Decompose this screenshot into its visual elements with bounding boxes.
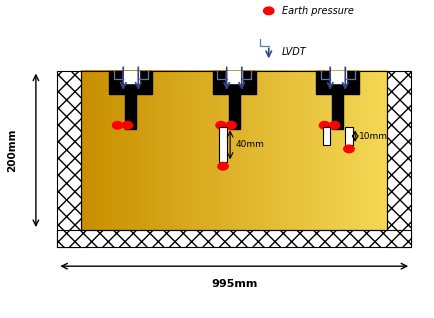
- Text: 40mm: 40mm: [235, 140, 264, 149]
- Text: 10mm: 10mm: [358, 132, 388, 141]
- Circle shape: [218, 162, 228, 170]
- Circle shape: [112, 121, 123, 129]
- Bar: [345, 128, 352, 145]
- Circle shape: [319, 121, 330, 129]
- Bar: [125, 94, 136, 129]
- Bar: [57, 71, 81, 247]
- Bar: [226, 71, 243, 83]
- Bar: [81, 71, 387, 230]
- Text: 995mm: 995mm: [211, 279, 257, 289]
- Bar: [219, 128, 227, 162]
- Circle shape: [344, 145, 354, 153]
- Bar: [329, 71, 346, 83]
- Bar: [122, 71, 139, 83]
- Circle shape: [122, 121, 133, 129]
- Bar: [57, 230, 411, 247]
- Bar: [387, 71, 411, 247]
- Text: Earth pressure: Earth pressure: [282, 6, 354, 16]
- Bar: [109, 71, 152, 94]
- Text: 200mm: 200mm: [7, 128, 17, 172]
- Bar: [229, 94, 240, 129]
- Bar: [213, 71, 256, 94]
- Bar: [332, 94, 343, 129]
- Text: LVDT: LVDT: [282, 47, 306, 57]
- Circle shape: [263, 7, 274, 15]
- Circle shape: [216, 121, 226, 129]
- Circle shape: [226, 121, 236, 129]
- Bar: [316, 71, 359, 94]
- Circle shape: [329, 121, 340, 129]
- Bar: [323, 128, 330, 145]
